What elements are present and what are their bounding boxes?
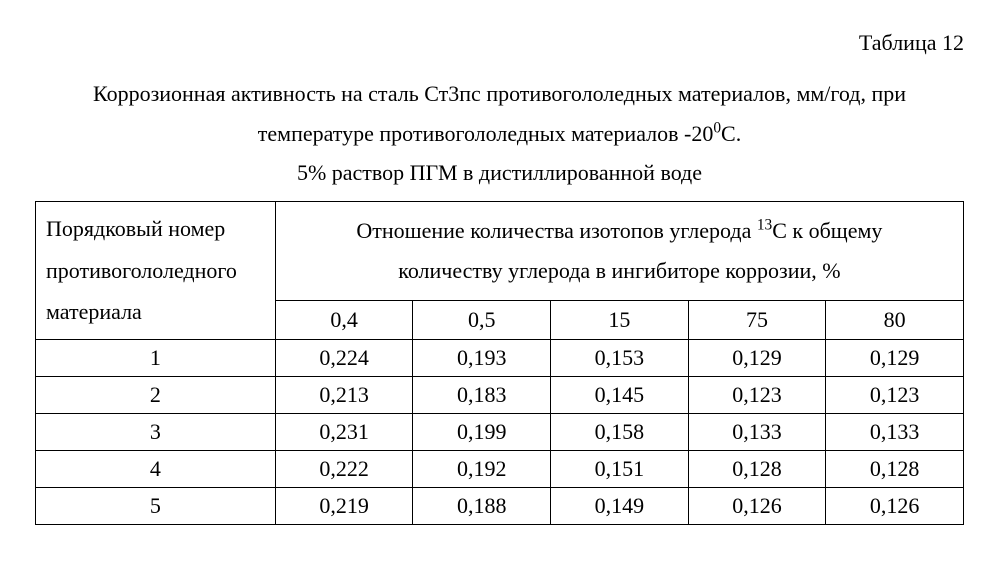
row-number: 1	[36, 340, 276, 377]
data-cell: 0,133	[826, 414, 964, 451]
data-cell: 0,213	[275, 377, 413, 414]
title-line-2-post: С.	[721, 121, 741, 146]
data-cell: 0,123	[826, 377, 964, 414]
row-number: 3	[36, 414, 276, 451]
row-number: 4	[36, 451, 276, 488]
table-row: 2 0,213 0,183 0,145 0,123 0,123	[36, 377, 964, 414]
data-cell: 0,151	[551, 451, 689, 488]
data-cell: 0,126	[688, 488, 826, 525]
table-row: 4 0,222 0,192 0,151 0,128 0,128	[36, 451, 964, 488]
data-cell: 0,222	[275, 451, 413, 488]
data-cell: 0,129	[826, 340, 964, 377]
row-number: 2	[36, 377, 276, 414]
data-cell: 0,145	[551, 377, 689, 414]
data-cell: 0,123	[688, 377, 826, 414]
data-cell: 0,199	[413, 414, 551, 451]
data-cell: 0,128	[826, 451, 964, 488]
data-cell: 0,129	[688, 340, 826, 377]
row-header-line-3: материала	[46, 291, 267, 333]
col-header-3: 75	[688, 300, 826, 340]
title-line-2-sup: 0	[713, 119, 721, 136]
col-header-4: 80	[826, 300, 964, 340]
data-cell: 0,149	[551, 488, 689, 525]
title-line-2: температуре противогололедных материалов…	[35, 114, 964, 154]
row-header-line-1: Порядковый номер	[46, 208, 267, 250]
data-cell: 0,193	[413, 340, 551, 377]
data-cell: 0,126	[826, 488, 964, 525]
col-header-1: 0,5	[413, 300, 551, 340]
title-line-1: Коррозионная активность на сталь Ст3пс п…	[35, 74, 964, 114]
table-number-label: Таблица 12	[35, 30, 964, 56]
table-row: 3 0,231 0,199 0,158 0,133 0,133	[36, 414, 964, 451]
column-group-header: Отношение количества изотопов углерода 1…	[275, 201, 963, 300]
group-header-sup: 13	[757, 217, 772, 234]
group-header-pre: Отношение количества изотопов углерода	[356, 218, 756, 243]
group-header-mid: С к общему	[772, 218, 882, 243]
table-title: Коррозионная активность на сталь Ст3пс п…	[35, 74, 964, 193]
data-cell: 0,128	[688, 451, 826, 488]
col-header-2: 15	[551, 300, 689, 340]
data-cell: 0,158	[551, 414, 689, 451]
data-cell: 0,192	[413, 451, 551, 488]
data-table: Порядковый номер противогололедного мате…	[35, 201, 964, 525]
data-cell: 0,133	[688, 414, 826, 451]
group-header-line-2: количеству углерода в ингибиторе коррози…	[398, 258, 840, 283]
data-cell: 0,153	[551, 340, 689, 377]
data-cell: 0,231	[275, 414, 413, 451]
table-row: 5 0,219 0,188 0,149 0,126 0,126	[36, 488, 964, 525]
data-cell: 0,188	[413, 488, 551, 525]
data-cell: 0,183	[413, 377, 551, 414]
title-line-2-pre: температуре противогололедных материалов…	[258, 121, 714, 146]
data-cell: 0,219	[275, 488, 413, 525]
col-header-0: 0,4	[275, 300, 413, 340]
row-number: 5	[36, 488, 276, 525]
table-header-row-1: Порядковый номер противогололедного мате…	[36, 201, 964, 300]
table-row: 1 0,224 0,193 0,153 0,129 0,129	[36, 340, 964, 377]
title-line-3: 5% раствор ПГМ в дистиллированной воде	[35, 153, 964, 193]
data-cell: 0,224	[275, 340, 413, 377]
row-header-line-2: противогололедного	[46, 250, 267, 292]
row-header-cell: Порядковый номер противогололедного мате…	[36, 201, 276, 339]
